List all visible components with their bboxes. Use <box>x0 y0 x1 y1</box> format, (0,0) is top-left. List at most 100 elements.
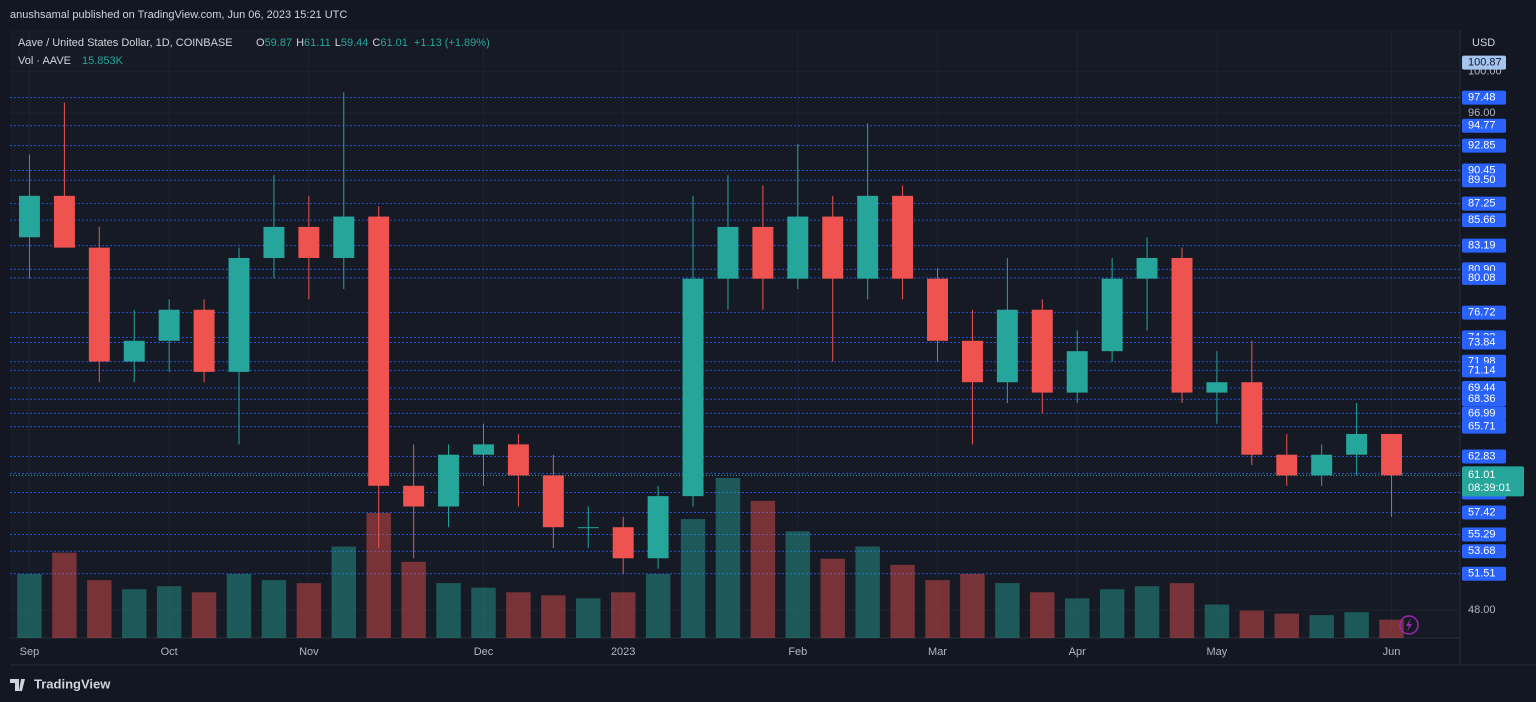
level-label-box <box>1462 118 1506 133</box>
lightning-button[interactable] <box>1399 615 1419 635</box>
volume-bar <box>1169 583 1195 638</box>
candle-body <box>53 195 75 248</box>
level-label: 89.50 <box>1468 174 1496 186</box>
candle-body <box>1346 434 1368 455</box>
volume-bar <box>1099 589 1125 638</box>
volume-name: Vol · AAVE <box>18 55 71 67</box>
level-label-box <box>1462 305 1506 320</box>
level-label-box <box>1462 335 1506 350</box>
ohlc-label: H <box>296 37 304 49</box>
level-label-box <box>1462 505 1506 520</box>
candle-body <box>892 195 914 279</box>
candle-body <box>263 226 285 258</box>
volume-bar <box>820 558 845 638</box>
level-label: 71.14 <box>1468 364 1496 376</box>
volume-bar <box>1379 619 1404 638</box>
publisher: anushsamal published on TradingView.com,… <box>10 9 347 21</box>
candle-body <box>1031 309 1053 393</box>
x-tick-label: 2023 <box>611 646 635 658</box>
candle-body <box>228 257 250 372</box>
level-label-box <box>1462 363 1506 378</box>
candle-body <box>1206 382 1228 393</box>
candle-body <box>193 309 215 372</box>
level-label-box <box>1462 406 1506 421</box>
x-tick-label: Apr <box>1069 646 1086 658</box>
x-tick-label: Sep <box>20 646 40 658</box>
volume-bar <box>261 580 287 638</box>
volume-bar <box>1309 615 1334 638</box>
plot-area <box>10 30 1460 638</box>
candle-body <box>647 496 669 559</box>
x-tick-label: Dec <box>474 646 494 658</box>
level-label: 68.36 <box>1468 393 1496 405</box>
ohlc-value: 61.11 <box>304 37 331 49</box>
candles <box>18 92 1403 574</box>
volume-bar <box>1064 598 1090 638</box>
candle-body <box>822 216 844 279</box>
level-label: 97.48 <box>1468 92 1496 104</box>
level-label: 73.84 <box>1468 336 1496 348</box>
volume-bar <box>680 519 706 638</box>
chart-title: Aave / United States Dollar, 1D, COINBAS… <box>18 37 233 49</box>
volume-bar <box>855 546 880 638</box>
button-icon[interactable] <box>1406 618 1412 632</box>
x-tick-label: May <box>1207 646 1228 658</box>
level-label-box <box>1462 270 1506 285</box>
candle-body <box>1171 257 1193 393</box>
volume-last: 15.853K <box>82 55 124 67</box>
volume-bar <box>1239 610 1265 638</box>
level-label-box <box>1462 196 1506 211</box>
candle-body <box>18 195 40 238</box>
level-label: 65.71 <box>1468 421 1496 433</box>
candle-body <box>473 444 494 455</box>
candle-body <box>298 226 320 258</box>
volume-bar <box>541 595 566 638</box>
level-label: 53.68 <box>1468 545 1496 557</box>
volume-bar <box>296 583 322 638</box>
level-label: 80.08 <box>1468 272 1496 284</box>
candle-body <box>717 226 739 279</box>
level-label-box <box>1462 213 1506 228</box>
high-marker-label: 100.87 <box>1468 56 1502 68</box>
ohlc-legend: O59.87 H61.11 L59.44 C61.01 +1.13 (+1.89%) <box>256 37 490 49</box>
y-tick-label: 48.00 <box>1468 604 1496 616</box>
volume-bar <box>1134 586 1160 638</box>
volume-bar <box>645 574 671 638</box>
candle-body <box>1136 257 1158 279</box>
x-tick-label: Feb <box>788 646 807 658</box>
level-label: 92.85 <box>1468 140 1496 152</box>
level-label-box <box>1462 449 1506 464</box>
candle-body <box>1381 434 1403 476</box>
volume-bar <box>1204 604 1230 638</box>
volume-bar <box>471 587 496 638</box>
volume-bar <box>506 592 531 638</box>
level-label-box <box>1462 392 1506 407</box>
volume-bar <box>610 592 636 638</box>
volume-bar <box>785 531 811 638</box>
volume-bar <box>226 574 252 638</box>
candle-body <box>507 444 529 476</box>
level-label-box <box>1462 138 1506 153</box>
level-label-box <box>1462 90 1506 105</box>
level-label: 76.72 <box>1468 307 1496 319</box>
volume-bar <box>960 574 985 638</box>
candle-body <box>368 216 390 486</box>
candle-body <box>88 247 110 362</box>
countdown: 08:39:01 <box>1468 482 1511 494</box>
candle-body <box>1311 454 1333 476</box>
volume-bar <box>436 583 461 638</box>
level-label: 87.25 <box>1468 198 1496 210</box>
volume-bar <box>1274 613 1299 638</box>
level-label-box <box>1462 381 1506 396</box>
volume-bar <box>156 586 182 638</box>
logo-icon <box>10 679 25 691</box>
x-tick-label: Oct <box>161 646 178 658</box>
volume-bar <box>925 580 950 638</box>
candle-body <box>158 309 180 341</box>
volume-bar <box>890 564 915 638</box>
level-label: 55.29 <box>1468 528 1496 540</box>
button-ring[interactable] <box>1399 615 1419 635</box>
candle-body <box>438 454 460 507</box>
volume-bar <box>995 583 1020 638</box>
ohlc-value: 59.44 <box>341 37 369 49</box>
